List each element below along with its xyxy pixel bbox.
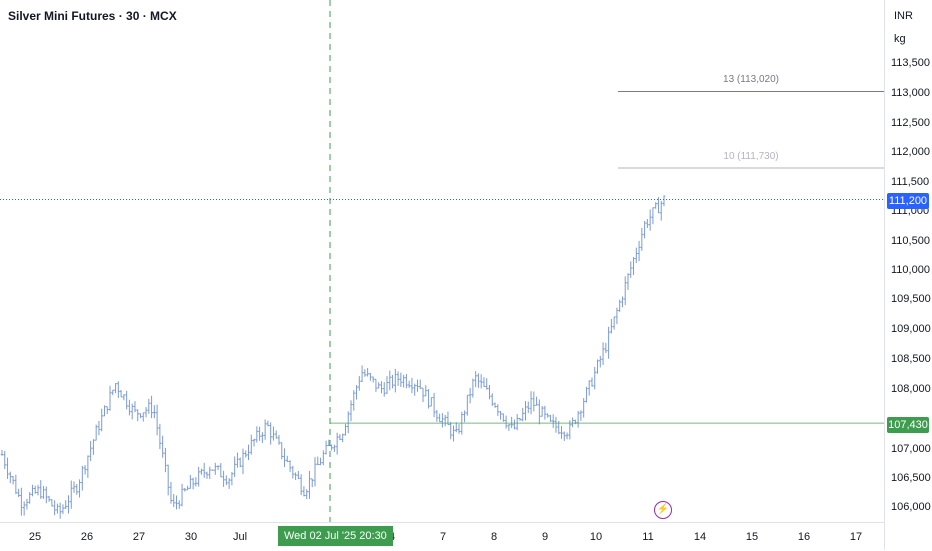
- price-tick-label: 110,000: [891, 264, 930, 276]
- time-tick-label: 9: [541, 531, 549, 543]
- price-tick-label: 108,000: [891, 383, 931, 395]
- time-tick-label: 17: [849, 531, 863, 543]
- time-tick-label: 26: [80, 531, 94, 543]
- price-tick-label: 113,500: [891, 57, 930, 69]
- time-tick-label: 16: [797, 531, 811, 543]
- time-tick-label: 30: [184, 531, 198, 543]
- time-tick-label: 10: [589, 531, 603, 543]
- unit-label[interactable]: kg: [894, 33, 906, 45]
- price-tick-label: 113,000: [891, 87, 930, 99]
- time-axis[interactable]: 25262730Jul4789101114151617 Wed 02 Jul '…: [0, 522, 884, 551]
- symbol-title[interactable]: Silver Mini Futures · 30 · MCX: [8, 9, 177, 23]
- price-level-label: 13 (113,020): [723, 74, 779, 86]
- price-tick-label: 109,500: [891, 293, 931, 305]
- crosshair-time-badge: Wed 02 Jul '25 20:30: [278, 526, 393, 546]
- price-tick-label: 106,000: [891, 501, 931, 513]
- price-tick-label: 106,500: [891, 472, 931, 484]
- time-tick-label: 7: [439, 531, 447, 543]
- currency-label[interactable]: INR: [894, 10, 913, 22]
- price-tick-label: 110,500: [891, 235, 930, 247]
- price-level-label: 10 (111,730): [723, 151, 779, 163]
- time-tick-label: 8: [490, 531, 498, 543]
- price-tick-label: 112,500: [891, 117, 930, 129]
- price-tick-label: 112,000: [891, 146, 930, 158]
- time-tick-label: Jul: [232, 531, 248, 543]
- time-tick-label: 11: [642, 531, 654, 543]
- price-axis[interactable]: INR kg 113,500 113,000 112,500 112,000 111,5…: [884, 0, 932, 550]
- time-tick-label: 27: [132, 531, 146, 543]
- time-tick-label: 25: [28, 531, 42, 543]
- chart-canvas[interactable]: [0, 0, 884, 522]
- price-tick-label: 107,000: [891, 443, 931, 455]
- crosshair-price-badge: 107,430: [887, 417, 929, 433]
- current-price-badge: 111,200: [887, 193, 929, 209]
- price-tick-label: 109,000: [891, 323, 931, 335]
- lightning-icon[interactable]: ⚡: [654, 501, 672, 519]
- chart-area[interactable]: Silver Mini Futures · 30 · MCX 13 (113,0…: [0, 0, 884, 522]
- time-tick-label: 15: [745, 531, 759, 543]
- price-tick-label: 108,500: [891, 353, 931, 365]
- price-tick-label: 111,500: [891, 176, 930, 188]
- time-tick-label: 14: [693, 531, 707, 543]
